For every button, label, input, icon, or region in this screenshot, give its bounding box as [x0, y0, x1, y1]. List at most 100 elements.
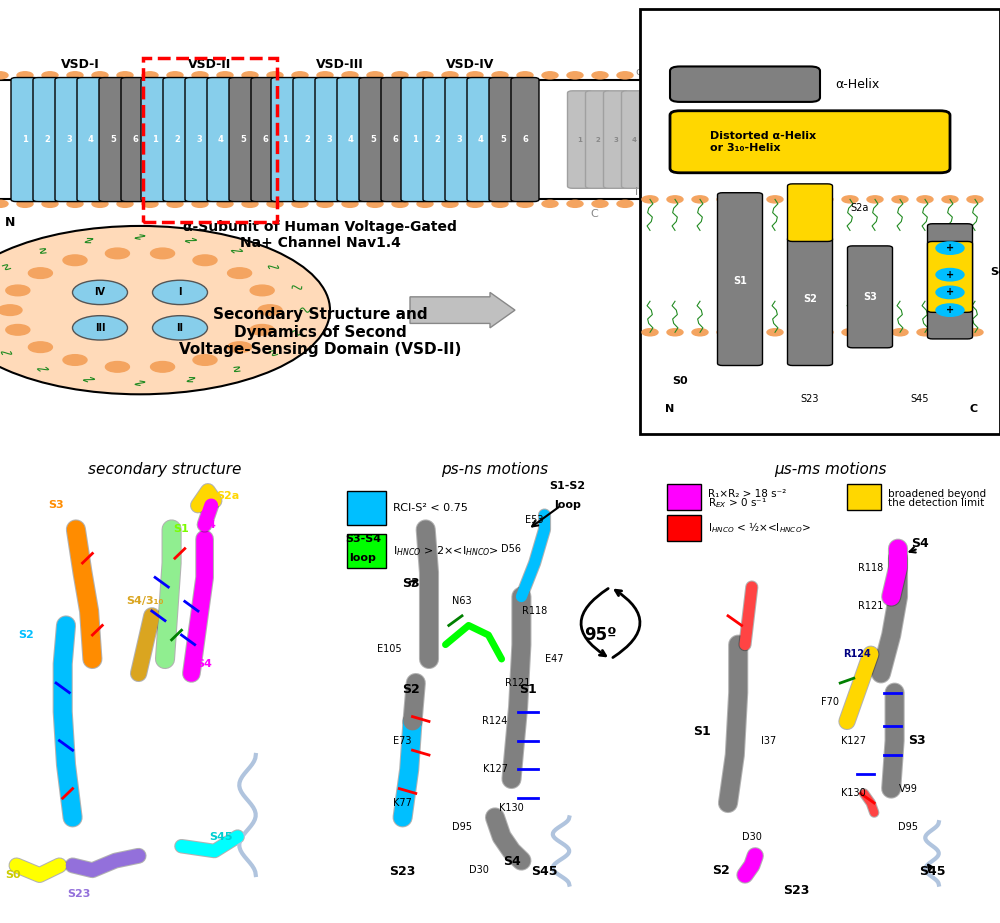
Circle shape	[917, 329, 933, 336]
Circle shape	[967, 329, 983, 336]
Text: K127: K127	[482, 764, 508, 774]
Circle shape	[367, 72, 383, 78]
Text: 6: 6	[668, 137, 672, 142]
FancyBboxPatch shape	[621, 90, 646, 188]
Circle shape	[717, 196, 733, 203]
Circle shape	[442, 200, 458, 208]
Circle shape	[192, 72, 208, 78]
FancyBboxPatch shape	[511, 78, 539, 201]
Circle shape	[617, 72, 633, 78]
Text: S3: S3	[403, 577, 420, 590]
Text: S2: S2	[803, 294, 817, 304]
Circle shape	[105, 248, 129, 258]
FancyBboxPatch shape	[658, 90, 682, 188]
Text: K130: K130	[841, 788, 866, 798]
Circle shape	[892, 329, 908, 336]
FancyBboxPatch shape	[586, 90, 610, 188]
Text: S2: S2	[403, 683, 420, 696]
Text: S0: S0	[5, 870, 21, 880]
Text: S3: S3	[48, 500, 64, 510]
Circle shape	[592, 72, 608, 78]
Ellipse shape	[152, 281, 208, 305]
Circle shape	[517, 72, 533, 78]
Circle shape	[142, 72, 158, 78]
Text: Distorted α-Helix
or 3₁₀-Helix: Distorted α-Helix or 3₁₀-Helix	[710, 131, 816, 152]
Circle shape	[867, 196, 883, 203]
FancyBboxPatch shape	[251, 78, 279, 201]
Circle shape	[17, 200, 33, 208]
Circle shape	[842, 329, 858, 336]
Text: I: I	[178, 287, 182, 297]
Circle shape	[967, 196, 983, 203]
Circle shape	[517, 200, 533, 208]
Text: I$_{HNCO}$ < ½×<I$_{HNCO}$>: I$_{HNCO}$ < ½×<I$_{HNCO}$>	[708, 521, 810, 535]
Text: 1: 1	[282, 135, 288, 144]
Circle shape	[542, 200, 558, 208]
Text: 5: 5	[650, 137, 654, 142]
Circle shape	[936, 286, 964, 299]
Text: 6: 6	[132, 135, 138, 144]
Text: 4: 4	[218, 135, 224, 144]
Circle shape	[167, 200, 183, 208]
FancyBboxPatch shape	[604, 90, 629, 188]
Circle shape	[6, 325, 30, 335]
Text: 95º: 95º	[584, 626, 617, 644]
Circle shape	[292, 72, 308, 78]
FancyBboxPatch shape	[99, 78, 127, 201]
Bar	[347, 491, 386, 524]
Text: S2a: S2a	[216, 491, 239, 501]
FancyBboxPatch shape	[423, 78, 451, 201]
Circle shape	[492, 72, 508, 78]
Circle shape	[767, 329, 783, 336]
Circle shape	[592, 200, 608, 208]
Text: VSD-IV: VSD-IV	[446, 58, 494, 71]
FancyBboxPatch shape	[229, 78, 257, 201]
Circle shape	[228, 268, 252, 279]
Circle shape	[151, 248, 175, 258]
Text: 2: 2	[596, 137, 600, 142]
Circle shape	[92, 72, 108, 78]
Text: E47: E47	[545, 654, 564, 664]
Text: R124: R124	[482, 716, 508, 726]
Text: E105: E105	[377, 644, 402, 654]
Text: S1: S1	[519, 683, 537, 696]
FancyBboxPatch shape	[11, 78, 39, 201]
Text: N63: N63	[452, 596, 472, 606]
Circle shape	[192, 200, 208, 208]
Text: in: in	[635, 187, 645, 197]
FancyBboxPatch shape	[33, 78, 61, 201]
Text: S2: S2	[712, 864, 730, 877]
Text: 3: 3	[66, 135, 72, 144]
Circle shape	[342, 72, 358, 78]
Text: VSD-II: VSD-II	[188, 58, 232, 71]
Circle shape	[28, 268, 52, 279]
Text: S23: S23	[783, 884, 809, 897]
Text: 1: 1	[22, 135, 28, 144]
Circle shape	[267, 200, 283, 208]
Text: 5: 5	[370, 135, 376, 144]
Text: E53: E53	[525, 515, 544, 525]
Bar	[667, 484, 701, 510]
Text: R121: R121	[858, 601, 883, 611]
Circle shape	[28, 342, 52, 353]
Text: +: +	[946, 287, 954, 297]
Text: loop: loop	[350, 553, 376, 563]
Circle shape	[742, 196, 758, 203]
Circle shape	[267, 72, 283, 78]
Text: 6: 6	[262, 135, 268, 144]
Text: R₁×R₂ > 18 s⁻²: R₁×R₂ > 18 s⁻²	[708, 489, 786, 499]
FancyBboxPatch shape	[381, 78, 409, 201]
Circle shape	[228, 342, 252, 353]
Circle shape	[417, 200, 433, 208]
Circle shape	[117, 200, 133, 208]
Circle shape	[917, 196, 933, 203]
FancyBboxPatch shape	[337, 78, 365, 201]
Circle shape	[0, 305, 22, 316]
Circle shape	[317, 72, 333, 78]
Text: S3-S4: S3-S4	[345, 534, 381, 544]
Text: +: +	[946, 306, 954, 315]
Text: D56: D56	[502, 544, 522, 554]
Text: K77: K77	[393, 798, 412, 808]
FancyBboxPatch shape	[928, 223, 972, 339]
FancyArrow shape	[410, 293, 515, 328]
